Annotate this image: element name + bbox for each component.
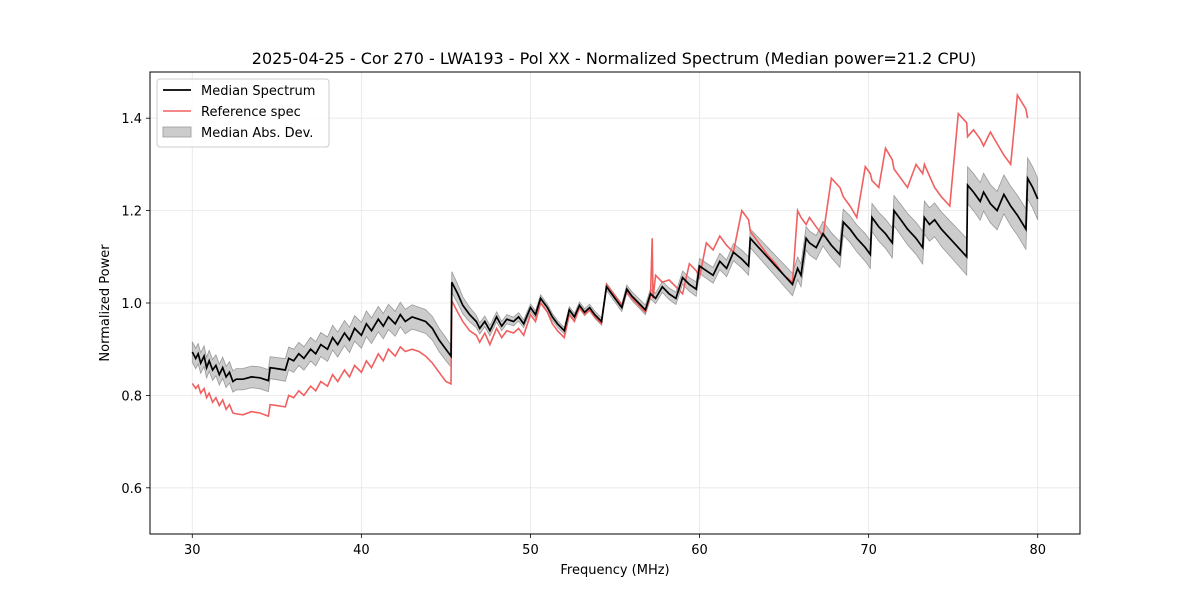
y-tick-label: 1.4 xyxy=(121,112,142,127)
x-tick-label: 80 xyxy=(1029,543,1046,558)
chart-title: 2025-04-25 - Cor 270 - LWA193 - Pol XX -… xyxy=(252,49,976,68)
legend: Median Spectrum Reference spec Median Ab… xyxy=(156,78,330,148)
legend-mad-swatch xyxy=(162,126,192,138)
legend-mad-label: Median Abs. Dev. xyxy=(201,126,313,141)
y-tick-label: 1.2 xyxy=(121,205,142,220)
x-axis: 30 40 50 60 70 80 xyxy=(184,534,1046,558)
legend-median-label: Median Spectrum xyxy=(201,84,315,99)
x-tick-label: 60 xyxy=(691,543,708,558)
x-tick-label: 30 xyxy=(184,543,201,558)
median-spectrum-line xyxy=(191,175,1039,383)
y-tick-label: 0.6 xyxy=(121,482,142,497)
legend-reference-label: Reference spec xyxy=(201,105,301,120)
x-tick-label: 50 xyxy=(522,543,539,558)
y-tick-label: 0.8 xyxy=(121,389,142,404)
y-axis: 0.6 0.8 1.0 1.2 1.4 xyxy=(121,112,150,497)
reference-spec-line xyxy=(191,92,1029,418)
x-tick-label: 40 xyxy=(353,543,370,558)
y-tick-label: 1.0 xyxy=(121,297,142,312)
y-axis-label: Normalized Power xyxy=(98,244,113,362)
x-axis-label: Frequency (MHz) xyxy=(560,563,669,578)
legend-box xyxy=(156,78,330,148)
x-tick-label: 70 xyxy=(860,543,877,558)
